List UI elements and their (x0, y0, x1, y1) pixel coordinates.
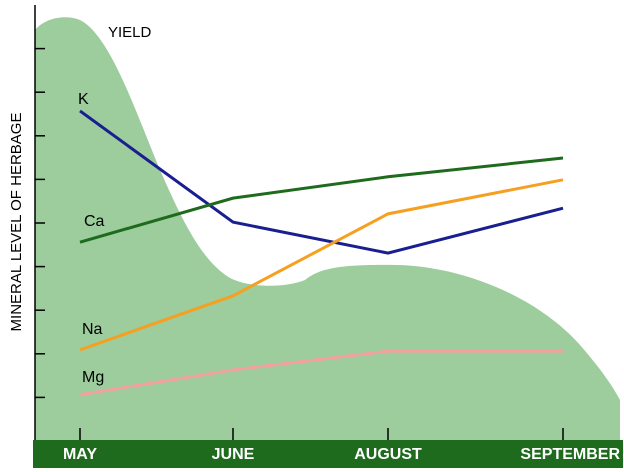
yield-label: YIELD (108, 24, 152, 41)
x-tick-label: AUGUST (354, 446, 422, 463)
series-label: Na (82, 321, 103, 338)
x-tick-label: SEPTEMBER (520, 446, 620, 463)
y-axis-label: MINERAL LEVEL OF HERBAGE (8, 113, 25, 332)
series-line (79, 349, 563, 397)
x-tick-label: MAY (63, 446, 97, 463)
x-band (33, 440, 623, 468)
series-line (79, 109, 564, 255)
series-label: Ca (84, 213, 105, 230)
yield-area (35, 17, 620, 441)
series-line (79, 178, 564, 352)
x-tick-label: JUNE (212, 446, 255, 463)
series-label: K (78, 91, 89, 108)
series-label: Mg (82, 369, 104, 386)
series-line (79, 156, 564, 244)
